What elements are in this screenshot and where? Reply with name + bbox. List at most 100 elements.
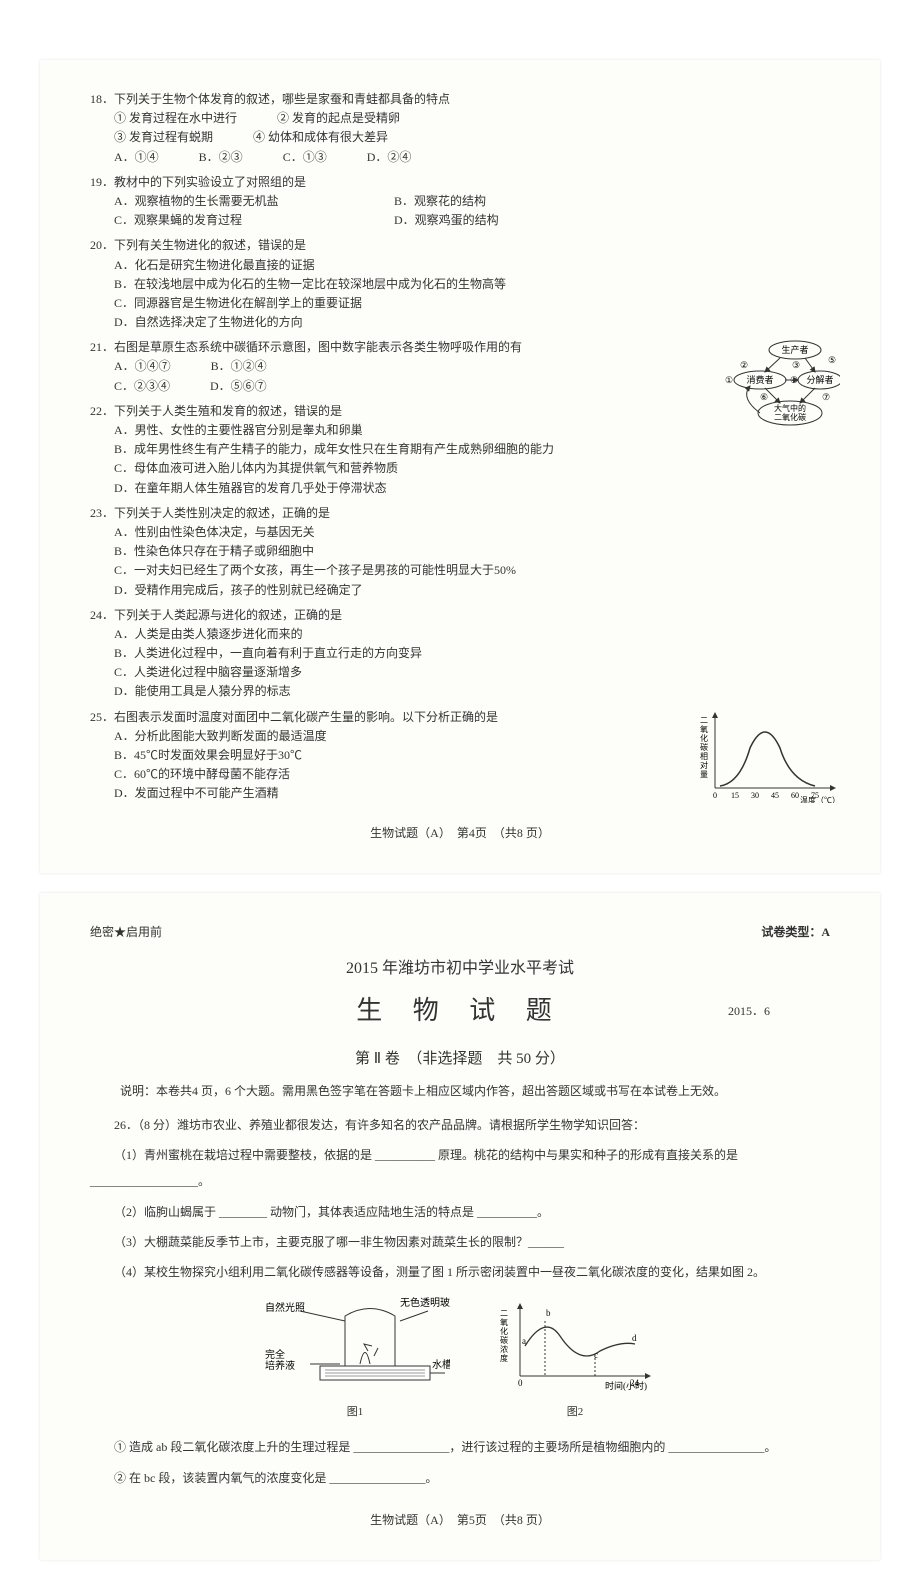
node-decomposer: 分解者 (806, 374, 833, 385)
q23-stem: 23．下列关于人类性别决定的叙述，正确的是 (90, 506, 330, 520)
xlabel: 温度（℃） (800, 795, 840, 803)
question-21: 21．右图是草原生态系统中碳循环示意图，图中数字能表示各类生物呼吸作用的有 A．… (90, 338, 830, 396)
q22-optC: C．母体血液可进入胎儿体内为其提供氧气和营养物质 (90, 459, 830, 478)
xtick-0: 0 (713, 791, 717, 800)
lbl2: ② (740, 360, 748, 370)
xtick-60: 60 (791, 791, 799, 800)
xtick-15: 15 (731, 791, 739, 800)
q21-optA: A．①④⑦ (114, 357, 171, 376)
q24-optB: B．人类进化过程中，一直向着有利于直立行走的方向变异 (90, 644, 830, 663)
secret-label: 绝密★启用前 (90, 923, 162, 942)
q20-stem: 20．下列有关生物进化的叙述，错误的是 (90, 238, 306, 252)
exam-page-5: 绝密★启用前 试卷类型：A 2015 年潍坊市初中学业水平考试 生 物 试 题 … (40, 893, 880, 1560)
temperature-chart: 二 氧 化 碳 相 对 量 0 15 30 45 60 75 温度（℃） (690, 708, 840, 803)
q20-optA: A．化石是研究生物进化最直接的证据 (90, 256, 830, 275)
q22-optB: B．成年男性终生有产生精子的能力，成年女性只在生育期有产生成熟卵细胞的能力 (90, 440, 830, 459)
q20-optD: D．自然选择决定了生物进化的方向 (90, 313, 830, 332)
q24-optC: C．人类进化过程中脑容量逐渐增多 (90, 663, 830, 682)
svg-text:浓: 浓 (500, 1345, 508, 1354)
q22-optA: A．男性、女性的主要性器官分别是睾丸和卵巢 (90, 421, 830, 440)
q18-stem: 18．下列关于生物个体发育的叙述，哪些是家蚕和青蛙都具备的特点 (90, 92, 450, 106)
q21-optD: D．⑤⑥⑦ (210, 377, 267, 396)
exam-title: 2015 年潍坊市初中学业水平考试 (90, 956, 830, 982)
paper-type: 试卷类型：A (761, 923, 830, 942)
q23-optD: D．受精作用完成后，孩子的性别就已经确定了 (90, 581, 830, 600)
q18-sub1: ① 发育过程在水中进行 (114, 109, 237, 128)
svg-text:对: 对 (700, 760, 708, 770)
subject-title: 生 物 试 题 2015．6 (90, 990, 830, 1032)
svg-text:相: 相 (700, 751, 708, 761)
q25-optC: C．60℃的环境中酵母菌不能存活 (90, 765, 680, 784)
pt-d: d (632, 1333, 637, 1343)
exam-date: 2015．6 (728, 1002, 770, 1021)
fig1-label-cover: 无色透明玻璃钟罩 (400, 1296, 450, 1309)
page5-footer: 生物试题（A） 第5页 （共8 页） (90, 1511, 830, 1530)
q23-optC: C．一对夫妇已经生了两个女孩，再生一个孩子是男孩的可能性明显大于50% (90, 561, 830, 580)
question-19: 19．教材中的下列实验设立了对照组的是 A．观察植物的生长需要无机盐 B．观察花… (90, 173, 830, 231)
q25-optB: B．45℃时发面效果会明显好于30℃ (90, 746, 680, 765)
q18-sub3: ③ 发育过程有蜕期 (114, 128, 213, 147)
svg-text:碳: 碳 (700, 742, 708, 752)
question-26: 26．（8 分）潍坊市农业、养殖业都很发达，有许多知名的农产品品牌。请根据所学生… (90, 1112, 830, 1492)
xtick-30: 30 (751, 791, 759, 800)
q26-sub3: （3）大棚蔬菜能反季节上市，主要克服了哪一非生物因素对蔬菜生长的限制？_____… (90, 1229, 830, 1255)
q25-optA: A．分析此图能大致判断发面的最适温度 (90, 727, 680, 746)
q26-sub4b: ② 在 bc 段，该装置内氧气的浓度变化是 ________________。 (90, 1465, 830, 1491)
q19-stem: 19．教材中的下列实验设立了对照组的是 (90, 175, 306, 189)
q26-sub4a: ① 造成 ab 段二氧化碳浓度上升的生理过程是 ________________… (90, 1434, 830, 1460)
q18-optA: A．①④ (114, 148, 159, 167)
lbl6: ⑥ (760, 392, 768, 402)
q20-optB: B．在较浅地层中成为化石的生物一定比在较深地层中成为化石的生物高等 (90, 275, 830, 294)
fig1-label-tank: 水槽 (432, 1358, 450, 1371)
xtick-45: 45 (771, 791, 779, 800)
svg-text:氧: 氧 (700, 724, 708, 734)
q18-sub2: ② 发育的起点是受精卵 (277, 109, 400, 128)
q18-optB: B．②③ (199, 148, 243, 167)
lbl7: ⑦ (822, 392, 830, 402)
figure-1: 自然光照 无色透明玻璃钟罩 完全 培养液 水槽 图1 (260, 1296, 450, 1424)
svg-text:度: 度 (500, 1353, 508, 1363)
q18-optD: D．②④ (367, 148, 412, 167)
lbl1: ① (725, 375, 733, 385)
exam-page-4: 18．下列关于生物个体发育的叙述，哪些是家蚕和青蛙都具备的特点 ① 发育过程在水… (40, 60, 880, 873)
pt-a: a (522, 1336, 526, 1346)
question-20: 20．下列有关生物进化的叙述，错误的是 A．化石是研究生物进化最直接的证据 B．… (90, 236, 830, 332)
svg-text:化: 化 (700, 733, 708, 743)
q19-optC: C．观察果蝇的发育过程 (114, 211, 354, 230)
q25-optD: D．发面过程中不可能产生酒精 (90, 784, 680, 803)
lbl5: ⑤ (828, 355, 836, 365)
q21-optC: C．②③④ (114, 377, 170, 396)
instructions: 说明：本卷共4 页，6 个大题。需用黑色签字笔在答题卡上相应区域内作答，超出答题… (120, 1081, 800, 1101)
q20-optC: C．同源器官是生物进化在解剖学上的重要证据 (90, 294, 830, 313)
q26-head: 26．（8 分）潍坊市农业、养殖业都很发达，有许多知名的农产品品牌。请根据所学生… (90, 1112, 830, 1138)
ylabel: 二 (700, 716, 708, 725)
fig2-caption: 图2 (490, 1400, 660, 1424)
fig1-caption: 图1 (260, 1400, 450, 1424)
q26-sub1: （1）青州蜜桃在栽培过程中需要整枝，依据的是 __________ 原理。桃花的… (90, 1142, 830, 1195)
question-24: 24．下列关于人类起源与进化的叙述，正确的是 A．人类是由类人猿逐步进化而来的 … (90, 606, 830, 702)
section-title: 第 Ⅱ 卷 （非选择题 共 50 分） (90, 1047, 830, 1071)
svg-text:氧: 氧 (500, 1317, 508, 1327)
f2-xlabel: 时间(小时) (605, 1380, 647, 1391)
f2-x0: 0 (518, 1378, 523, 1388)
q22-stem: 22．下列关于人类生殖和发育的叙述，错误的是 (90, 404, 342, 418)
pt-b: b (546, 1308, 551, 1318)
question-23: 23．下列关于人类性别决定的叙述，正确的是 A．性别由性染色体决定，与基因无关 … (90, 504, 830, 600)
q26-sub2: （2）临朐山蝎属于 ________ 动物门，其体表适应陆地生活的特点是 ___… (90, 1199, 830, 1225)
question-25: 25．右图表示发面时温度对面团中二氧化碳产生量的影响。以下分析正确的是 A．分析… (90, 708, 830, 804)
svg-text:化: 化 (500, 1326, 508, 1336)
q25-stem: 25．右图表示发面时温度对面团中二氧化碳产生量的影响。以下分析正确的是 (90, 710, 498, 724)
question-18: 18．下列关于生物个体发育的叙述，哪些是家蚕和青蛙都具备的特点 ① 发育过程在水… (90, 90, 830, 167)
fig1-label-sol-2: 培养液 (265, 1359, 295, 1372)
q18-optC: C．①③ (283, 148, 327, 167)
node-producer: 生产者 (781, 344, 808, 355)
q24-optA: A．人类是由类人猿逐步进化而来的 (90, 625, 830, 644)
svg-text:量: 量 (700, 770, 708, 779)
fig1-label-sol-1: 完全 (265, 1348, 285, 1361)
q23-optA: A．性别由性染色体决定，与基因无关 (90, 523, 830, 542)
q22-optD: D．在童年期人体生殖器官的发育几乎处于停滞状态 (90, 479, 830, 498)
q26-sub4: （4）某校生物探究小组利用二氧化碳传感器等设备，测量了图 1 所示密闭装置中一昼… (90, 1259, 830, 1285)
svg-text:碳: 碳 (500, 1335, 508, 1345)
q19-optD: D．观察鸡蛋的结构 (394, 211, 499, 230)
node-consumer: 消费者 (746, 374, 773, 385)
